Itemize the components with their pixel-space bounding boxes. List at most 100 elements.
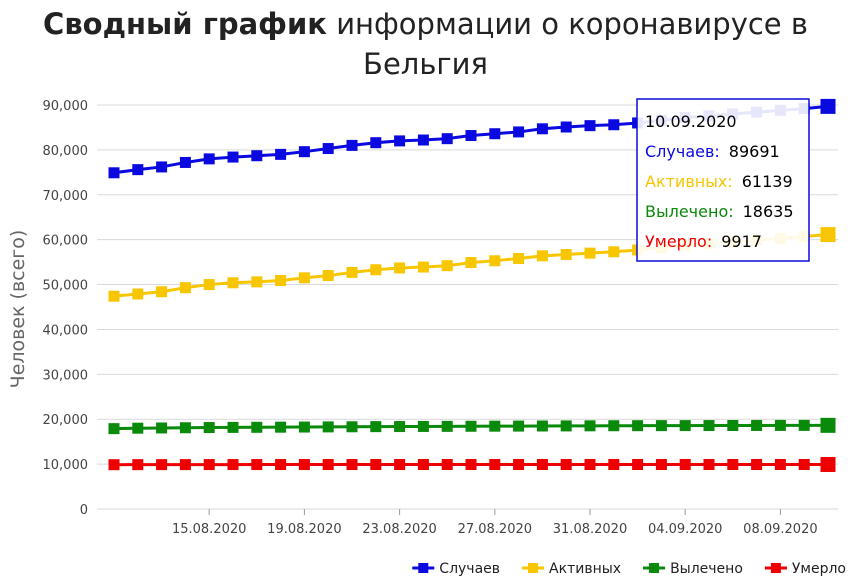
point-deaths-10-09-2020[interactable] <box>820 456 836 472</box>
point-active-20-08-2020[interactable] <box>322 270 334 282</box>
point-deaths-25-08-2020[interactable] <box>441 459 453 471</box>
point-cases-27-08-2020[interactable] <box>489 128 501 140</box>
point-recovered-01-09-2020[interactable] <box>608 420 620 432</box>
point-deaths-30-08-2020[interactable] <box>560 459 572 471</box>
point-deaths-15-08-2020[interactable] <box>203 459 215 471</box>
point-active-28-08-2020[interactable] <box>513 253 525 265</box>
point-cases-24-08-2020[interactable] <box>417 134 429 146</box>
point-active-27-08-2020[interactable] <box>489 255 501 267</box>
point-deaths-06-09-2020[interactable] <box>727 458 739 470</box>
point-recovered-20-08-2020[interactable] <box>322 421 334 433</box>
point-deaths-11-08-2020[interactable] <box>108 459 120 471</box>
point-active-21-08-2020[interactable] <box>346 266 358 278</box>
point-cases-13-08-2020[interactable] <box>156 161 168 173</box>
point-recovered-31-08-2020[interactable] <box>584 420 596 432</box>
point-active-19-08-2020[interactable] <box>298 272 310 284</box>
point-deaths-17-08-2020[interactable] <box>251 459 263 471</box>
legend-item-cases[interactable]: Случаев <box>412 561 500 577</box>
point-cases-28-08-2020[interactable] <box>513 126 525 138</box>
point-cases-15-08-2020[interactable] <box>203 153 215 165</box>
point-recovered-18-08-2020[interactable] <box>275 421 287 433</box>
point-active-22-08-2020[interactable] <box>370 264 382 276</box>
point-cases-10-09-2020[interactable] <box>820 98 836 114</box>
point-cases-21-08-2020[interactable] <box>346 139 358 151</box>
point-active-25-08-2020[interactable] <box>441 260 453 272</box>
point-recovered-11-08-2020[interactable] <box>108 423 120 435</box>
point-recovered-25-08-2020[interactable] <box>441 420 453 432</box>
point-deaths-09-09-2020[interactable] <box>798 458 810 470</box>
point-recovered-14-08-2020[interactable] <box>179 422 191 434</box>
point-active-18-08-2020[interactable] <box>275 275 287 287</box>
point-deaths-03-09-2020[interactable] <box>655 458 667 470</box>
point-cases-30-08-2020[interactable] <box>560 121 572 133</box>
point-cases-12-08-2020[interactable] <box>132 164 144 176</box>
point-deaths-14-08-2020[interactable] <box>179 459 191 471</box>
point-deaths-07-09-2020[interactable] <box>751 458 763 470</box>
point-active-29-08-2020[interactable] <box>536 250 548 262</box>
point-recovered-06-09-2020[interactable] <box>727 420 739 432</box>
point-deaths-04-09-2020[interactable] <box>679 458 691 470</box>
point-cases-11-08-2020[interactable] <box>108 167 120 179</box>
point-deaths-31-08-2020[interactable] <box>584 458 596 470</box>
point-deaths-12-08-2020[interactable] <box>132 459 144 471</box>
point-recovered-08-09-2020[interactable] <box>774 419 786 431</box>
point-deaths-02-09-2020[interactable] <box>632 458 644 470</box>
point-cases-25-08-2020[interactable] <box>441 133 453 145</box>
point-recovered-17-08-2020[interactable] <box>251 421 263 433</box>
point-cases-31-08-2020[interactable] <box>584 120 596 132</box>
point-deaths-18-08-2020[interactable] <box>275 459 287 471</box>
legend-item-deaths[interactable]: Умерло <box>764 561 846 577</box>
point-active-10-09-2020[interactable] <box>820 227 836 243</box>
point-active-01-09-2020[interactable] <box>608 246 620 258</box>
point-cases-18-08-2020[interactable] <box>275 148 287 160</box>
point-cases-14-08-2020[interactable] <box>179 156 191 168</box>
point-cases-16-08-2020[interactable] <box>227 151 239 163</box>
point-recovered-19-08-2020[interactable] <box>298 421 310 433</box>
point-recovered-09-09-2020[interactable] <box>798 419 810 431</box>
point-recovered-27-08-2020[interactable] <box>489 420 501 432</box>
point-recovered-28-08-2020[interactable] <box>513 420 525 432</box>
point-cases-22-08-2020[interactable] <box>370 137 382 149</box>
point-deaths-20-08-2020[interactable] <box>322 459 334 471</box>
point-recovered-21-08-2020[interactable] <box>346 421 358 433</box>
point-recovered-16-08-2020[interactable] <box>227 421 239 433</box>
point-deaths-28-08-2020[interactable] <box>513 459 525 471</box>
legend-item-active[interactable]: Активных <box>522 561 621 577</box>
point-deaths-29-08-2020[interactable] <box>536 459 548 471</box>
point-active-31-08-2020[interactable] <box>584 247 596 259</box>
point-recovered-15-08-2020[interactable] <box>203 422 215 434</box>
point-recovered-23-08-2020[interactable] <box>394 421 406 433</box>
point-recovered-03-09-2020[interactable] <box>655 420 667 432</box>
point-cases-29-08-2020[interactable] <box>536 123 548 135</box>
point-deaths-13-08-2020[interactable] <box>156 459 168 471</box>
point-cases-19-08-2020[interactable] <box>298 146 310 158</box>
point-recovered-26-08-2020[interactable] <box>465 420 477 432</box>
point-active-30-08-2020[interactable] <box>560 248 572 260</box>
point-active-14-08-2020[interactable] <box>179 282 191 294</box>
point-recovered-22-08-2020[interactable] <box>370 421 382 433</box>
point-recovered-02-09-2020[interactable] <box>632 420 644 432</box>
point-cases-23-08-2020[interactable] <box>394 135 406 147</box>
point-recovered-29-08-2020[interactable] <box>536 420 548 432</box>
point-deaths-08-09-2020[interactable] <box>774 458 786 470</box>
point-recovered-05-09-2020[interactable] <box>703 420 715 432</box>
point-deaths-23-08-2020[interactable] <box>394 459 406 471</box>
legend-item-recovered[interactable]: Вылечено <box>643 561 743 577</box>
point-deaths-24-08-2020[interactable] <box>417 459 429 471</box>
point-deaths-16-08-2020[interactable] <box>227 459 239 471</box>
point-active-11-08-2020[interactable] <box>108 290 120 302</box>
point-deaths-05-09-2020[interactable] <box>703 458 715 470</box>
point-active-26-08-2020[interactable] <box>465 257 477 269</box>
point-cases-01-09-2020[interactable] <box>608 119 620 131</box>
point-active-12-08-2020[interactable] <box>132 288 144 300</box>
point-active-13-08-2020[interactable] <box>156 286 168 298</box>
point-recovered-04-09-2020[interactable] <box>679 420 691 432</box>
point-recovered-12-08-2020[interactable] <box>132 422 144 434</box>
point-deaths-26-08-2020[interactable] <box>465 459 477 471</box>
point-cases-20-08-2020[interactable] <box>322 143 334 155</box>
point-deaths-22-08-2020[interactable] <box>370 459 382 471</box>
point-active-16-08-2020[interactable] <box>227 277 239 289</box>
point-active-23-08-2020[interactable] <box>394 262 406 274</box>
legend[interactable]: Случаев Активных Вылечено Умерло <box>412 561 846 577</box>
